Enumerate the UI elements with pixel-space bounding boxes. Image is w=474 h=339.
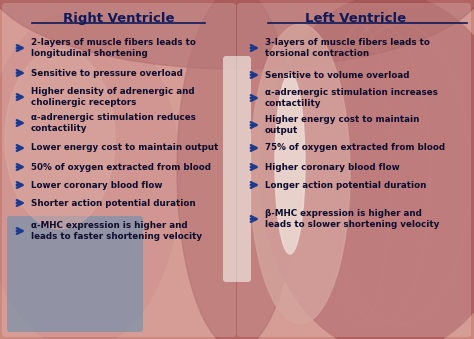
- Text: 50% of oxygen extracted from blood: 50% of oxygen extracted from blood: [31, 162, 211, 172]
- Text: Higher coronary blood flow: Higher coronary blood flow: [265, 162, 400, 172]
- Text: β-MHC expression is higher and
leads to slower shortening velocity: β-MHC expression is higher and leads to …: [265, 209, 439, 229]
- Text: 2-layers of muscle fibers leads to
longitudinal shortening: 2-layers of muscle fibers leads to longi…: [31, 38, 196, 58]
- Ellipse shape: [5, 49, 115, 229]
- Text: Shorter action potential duration: Shorter action potential duration: [31, 199, 196, 207]
- Text: Right Ventricle: Right Ventricle: [63, 12, 175, 25]
- FancyBboxPatch shape: [223, 56, 251, 282]
- Ellipse shape: [260, 0, 474, 339]
- Text: Left Ventricle: Left Ventricle: [305, 12, 407, 25]
- Text: Lower coronary blood flow: Lower coronary blood flow: [31, 180, 163, 190]
- Text: 75% of oxygen extracted from blood: 75% of oxygen extracted from blood: [265, 143, 445, 153]
- Ellipse shape: [177, 0, 297, 339]
- Ellipse shape: [0, 9, 180, 339]
- Text: Sensitive to pressure overload: Sensitive to pressure overload: [31, 68, 183, 78]
- Text: Sensitive to volume overload: Sensitive to volume overload: [265, 71, 410, 80]
- Text: Longer action potential duration: Longer action potential duration: [265, 180, 427, 190]
- FancyBboxPatch shape: [237, 3, 471, 337]
- Text: Higher energy cost to maintain
output: Higher energy cost to maintain output: [265, 115, 419, 135]
- Text: Higher density of adrenergic and
cholinergic receptors: Higher density of adrenergic and choline…: [31, 87, 195, 107]
- Text: Lower energy cost to maintain output: Lower energy cost to maintain output: [31, 143, 219, 153]
- Text: α-adrenergic stimulation increases
contactility: α-adrenergic stimulation increases conta…: [265, 88, 438, 108]
- FancyBboxPatch shape: [2, 3, 236, 337]
- Ellipse shape: [275, 74, 305, 254]
- Ellipse shape: [0, 0, 474, 69]
- Text: 3-layers of muscle fibers leads to
torsional contraction: 3-layers of muscle fibers leads to torsi…: [265, 38, 430, 58]
- FancyBboxPatch shape: [7, 216, 143, 332]
- Text: α-adrenergic stimulation reduces
contactility: α-adrenergic stimulation reduces contact…: [31, 113, 196, 133]
- Ellipse shape: [250, 24, 350, 324]
- Text: α-MHC expression is higher and
leads to faster shortening velocity: α-MHC expression is higher and leads to …: [31, 221, 202, 241]
